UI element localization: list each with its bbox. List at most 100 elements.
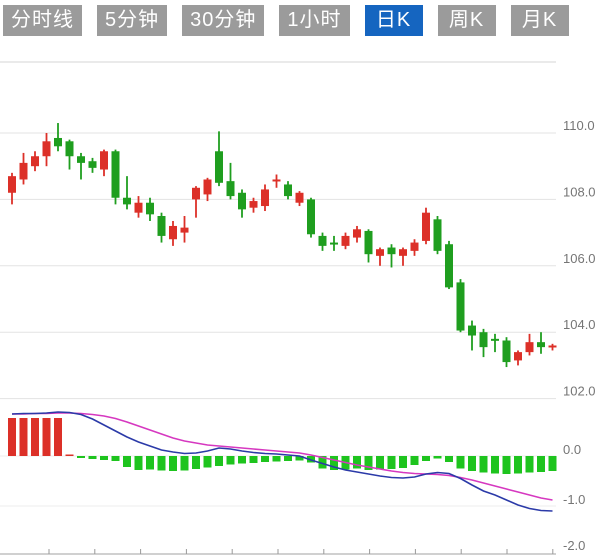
candle-body (215, 151, 223, 183)
macd-bar (192, 456, 200, 469)
macd-bar (502, 456, 511, 474)
macd-bar (514, 456, 522, 474)
macd-bar (100, 456, 108, 460)
candle-body (399, 249, 407, 256)
candle-body (272, 179, 281, 182)
candle-body (330, 242, 338, 245)
candle-body (525, 342, 534, 353)
candle-body (422, 212, 430, 241)
candle-body (261, 189, 269, 207)
macd-bar (548, 456, 557, 471)
macd-bar (157, 456, 166, 471)
candle-body (169, 225, 177, 240)
candle-body (376, 249, 384, 256)
candle-body (19, 162, 28, 180)
candle-body (295, 192, 304, 203)
candle-body (77, 156, 85, 163)
candle-body (479, 332, 488, 348)
dea-line (12, 412, 553, 501)
tab-monthly-k[interactable]: 月K (510, 5, 569, 36)
tab-30min[interactable]: 30分钟 (182, 5, 265, 36)
macd-bar (445, 456, 453, 462)
candle-body (157, 216, 166, 236)
macd-bar (54, 418, 62, 456)
candle-body (203, 179, 212, 195)
candle-body (100, 151, 108, 170)
macd-bar (318, 456, 327, 469)
dif-line (11, 411, 553, 512)
indicator-axis-label: -1.0 (563, 492, 585, 507)
macd-bar (249, 456, 258, 463)
price-axis-label: 102.0 (563, 384, 596, 399)
macd-bar (479, 456, 488, 473)
macd-bar (65, 454, 74, 456)
candle-body (410, 242, 419, 251)
macd-bar (8, 418, 16, 456)
candle-body (123, 197, 131, 205)
candle-body (31, 156, 39, 167)
indicator-axis-label: -2.0 (563, 538, 585, 553)
macd-bar (295, 456, 304, 461)
macd-bar (146, 456, 154, 470)
candle-body (387, 247, 396, 255)
tab-1hour[interactable]: 1小时 (279, 5, 350, 36)
macd-bar (215, 456, 223, 466)
candle-body (445, 244, 453, 288)
candle-body (249, 201, 258, 208)
candle-body (192, 187, 200, 200)
candle-body (456, 282, 465, 331)
candle-body (88, 161, 97, 168)
macd-bar (491, 456, 499, 474)
macd-bar (353, 456, 361, 469)
candle-body (180, 227, 189, 233)
candle-body (514, 352, 522, 361)
candle-body (134, 202, 143, 213)
macd-bar (410, 456, 419, 465)
macd-bar (203, 456, 212, 468)
price-axis-label: 106.0 (563, 251, 596, 266)
macd-bar (399, 456, 407, 468)
candle-body (433, 219, 442, 251)
macd-bar (387, 456, 396, 469)
candle-body (353, 229, 361, 238)
candle-body (341, 235, 350, 246)
candle-body (502, 340, 511, 363)
candle-body (537, 342, 545, 348)
macd-bar (77, 456, 85, 458)
tab-daily-k[interactable]: 日K (364, 5, 423, 36)
tab-time-line[interactable]: 分时线 (3, 5, 82, 36)
price-axis-label: 108.0 (563, 184, 596, 199)
candle-body (284, 184, 292, 197)
tab-weekly-k[interactable]: 周K (437, 5, 496, 36)
candle-body (226, 181, 235, 197)
candle-body (491, 338, 499, 341)
price-axis-label: 110.0 (563, 118, 595, 133)
indicator-axis-label: 0.0 (563, 442, 581, 457)
macd-bar (88, 456, 97, 459)
macd-bar (31, 418, 39, 456)
macd-bar (422, 456, 430, 461)
candle-body (54, 137, 62, 147)
tab-5min[interactable]: 5分钟 (97, 5, 168, 36)
candle-body (238, 192, 246, 210)
macd-bar (364, 456, 373, 470)
candle-body (111, 151, 120, 198)
candle-body (146, 202, 154, 215)
macd-bar (19, 418, 28, 456)
macd-bar (261, 456, 269, 462)
macd-bar (376, 456, 384, 470)
macd-bar (226, 456, 235, 465)
macd-bar (525, 456, 534, 473)
timeframe-tab-bar: 分时线 5分钟 30分钟 1小时 日K 周K 月K (3, 5, 569, 36)
candle-body (468, 325, 476, 336)
macd-bar (330, 456, 338, 470)
candle-body (42, 141, 51, 157)
macd-bar (468, 456, 476, 471)
candle-body (318, 235, 327, 246)
macd-bar (169, 456, 177, 471)
macd-bar (433, 456, 442, 459)
candle-body (364, 230, 373, 255)
macd-bar (284, 456, 292, 461)
macd-bar (272, 456, 281, 462)
